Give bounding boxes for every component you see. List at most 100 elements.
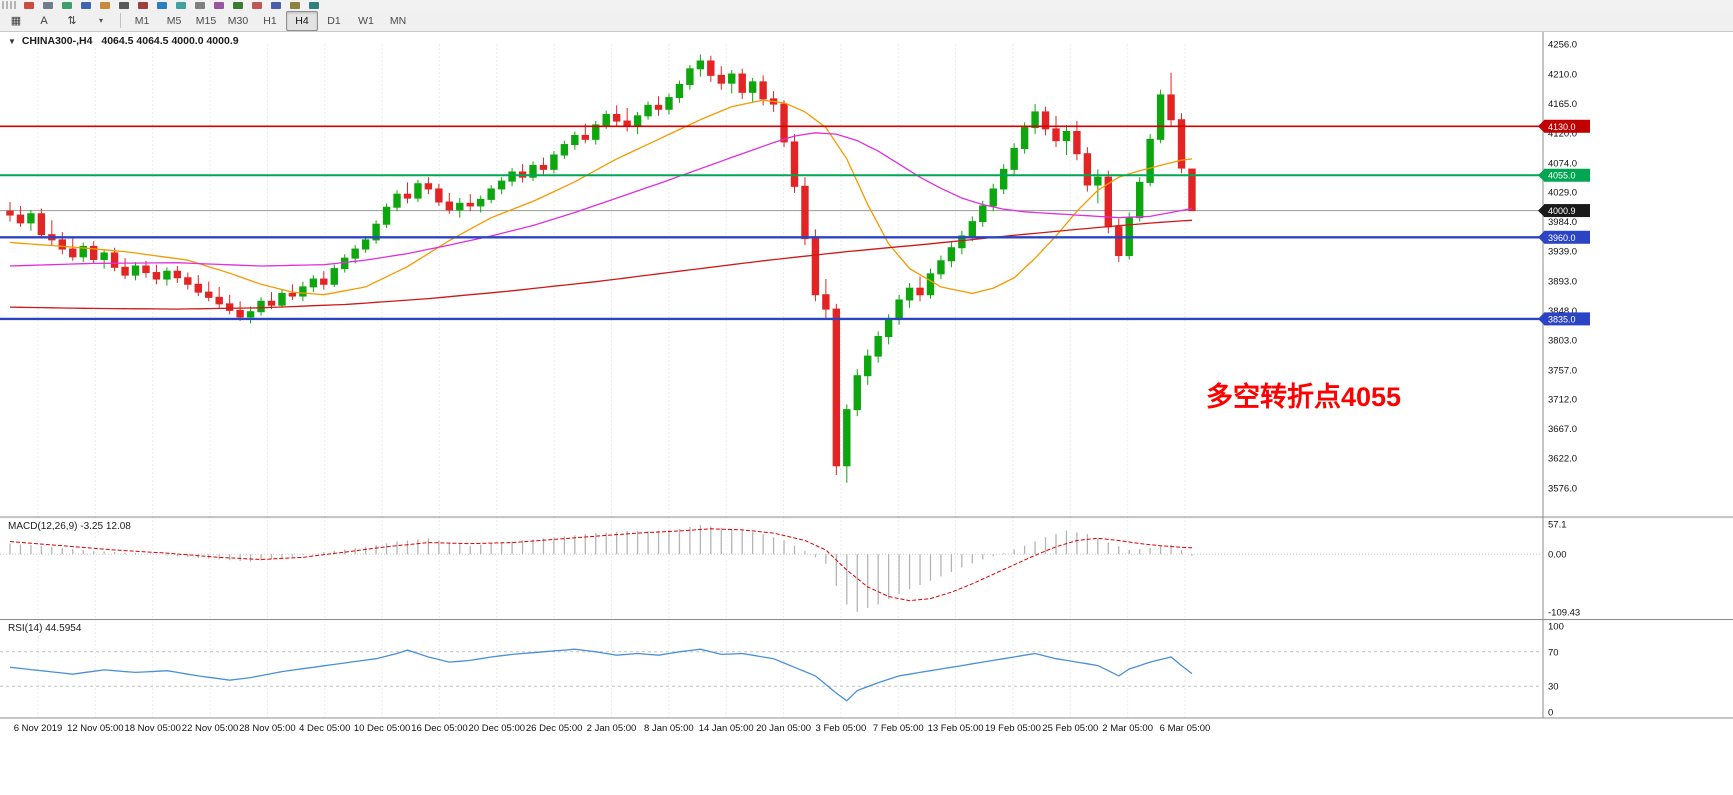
ma-medium-line xyxy=(9,132,1193,267)
time-axis-label: 4 Dec 05:00 xyxy=(299,723,350,734)
upper-toolbar-icon-8[interactable] xyxy=(176,2,186,9)
rsi-axis-label: 0 xyxy=(1548,708,1553,719)
rsi-axis-label: 100 xyxy=(1548,622,1564,633)
arrows-tool-button[interactable]: ⇅ xyxy=(67,15,77,27)
price-tag-3835.0 xyxy=(1544,312,1590,326)
upper-toolbar-icon-11[interactable] xyxy=(233,2,243,9)
time-axis-label: 2 Jan 05:00 xyxy=(587,723,637,734)
time-axis-label: 20 Dec 05:00 xyxy=(469,723,526,734)
macd-axis-label: 0.00 xyxy=(1548,550,1567,561)
timeframe-M1[interactable]: M1 xyxy=(134,14,150,27)
text-label-tool-button[interactable]: A xyxy=(40,14,48,27)
upper-toolbar-icon-7[interactable] xyxy=(157,2,167,9)
time-axis: 6 Nov 2019 12 Nov 05:00 18 Nov 05:00 22 Nov… xyxy=(14,723,1211,734)
upper-toolbar-icon-6[interactable] xyxy=(138,2,148,9)
rsi-line xyxy=(9,648,1193,702)
macd-axis: 57.1 0.00 -109.43 xyxy=(1548,520,1580,619)
upper-toolbar-icon-9[interactable] xyxy=(195,2,205,9)
time-axis-label: 12 Nov 05:00 xyxy=(67,723,124,734)
timeframe-M5[interactable]: M5 xyxy=(166,14,182,27)
ma-fast-line xyxy=(9,99,1193,296)
upper-toolbar-icon-4[interactable] xyxy=(100,2,110,9)
price-tag-arrow xyxy=(1538,312,1544,325)
price-tag-text: 3960.0 xyxy=(1548,233,1576,243)
timeframe-H1[interactable]: H1 xyxy=(263,14,277,27)
timeframe-W1[interactable]: W1 xyxy=(358,14,374,27)
time-gridlines xyxy=(37,44,1186,717)
upper-toolbar-icon-5[interactable] xyxy=(119,2,129,9)
time-axis-label: 2 Mar 05:00 xyxy=(1102,723,1153,734)
price-axis-label: 3712.0 xyxy=(1548,395,1577,406)
time-axis-label: 6 Nov 2019 xyxy=(14,723,63,734)
upper-toolbar-icon-1[interactable] xyxy=(43,2,53,9)
price-tag-4055.0 xyxy=(1544,168,1590,182)
timeframe-M15[interactable]: M15 xyxy=(195,14,217,27)
upper-toolbar-icon-0[interactable] xyxy=(24,2,34,9)
price-axis-label: 3622.0 xyxy=(1548,453,1577,464)
ohlc-values: 4064.5 4064.5 4000.0 4000.9 xyxy=(101,35,239,47)
price-tag-arrow xyxy=(1538,169,1544,182)
rsi-axis-label: 30 xyxy=(1548,682,1559,693)
upper-toolbar-icon-14[interactable] xyxy=(290,2,300,9)
symbol-name: CHINA300-,H4 xyxy=(21,35,93,47)
tool-dropdown-button[interactable]: ▾ xyxy=(98,16,103,25)
macd-histogram xyxy=(9,525,1193,612)
time-axis-label: 13 Feb 05:00 xyxy=(928,723,984,734)
timeframe-MN[interactable]: MN xyxy=(389,14,407,27)
chart-text-annotation[interactable]: 多空转折点4055 xyxy=(1206,382,1402,412)
toolbar-separator xyxy=(120,13,121,28)
price-tag-4130.0 xyxy=(1544,119,1590,133)
timeframe-D1[interactable]: D1 xyxy=(327,14,341,27)
price-tag-text: 4130.0 xyxy=(1548,122,1576,132)
price-axis: 4256.0 4210.0 4165.0 4120.0 4074.0 4029.0 3984… xyxy=(1548,40,1577,495)
macd-signal-line xyxy=(9,528,1193,602)
price-tag-arrow xyxy=(1538,231,1544,244)
rsi-indicator-label: RSI(14) 44.5954 xyxy=(8,623,82,634)
price-tags: 4130.0 4055.0 4000.9 3960.0 3835.0 xyxy=(1538,119,1590,326)
macd-axis-label: 57.1 xyxy=(1548,520,1567,531)
upper-toolbar-icon-2[interactable] xyxy=(62,2,72,9)
macd-indicator-label: MACD(12,26,9) -3.25 12.08 xyxy=(8,521,131,532)
price-axis-label: 4074.0 xyxy=(1548,158,1577,169)
price-tag-3960.0 xyxy=(1544,230,1590,244)
toolbar-grip-icon xyxy=(2,1,16,9)
candlestick-series xyxy=(6,54,1196,483)
chart-toolbar: ▦ A ⇅ ▾ M1 M5 M15 M30 H1 H4 D1 W1 MN xyxy=(0,10,1733,32)
timeframe-M30[interactable]: M30 xyxy=(227,14,249,27)
price-tag-arrow xyxy=(1538,120,1544,133)
horizontal-lines[interactable] xyxy=(0,125,1543,321)
price-axis-label: 4256.0 xyxy=(1548,40,1577,51)
time-axis-label: 14 Jan 05:00 xyxy=(699,723,754,734)
price-axis-label: 3893.0 xyxy=(1548,277,1577,288)
time-axis-label: 18 Nov 05:00 xyxy=(124,723,181,734)
price-tag-4000.9 xyxy=(1544,204,1590,218)
price-axis-label: 3984.0 xyxy=(1548,217,1577,228)
chart-menu-icon[interactable]: ▼ xyxy=(8,37,16,46)
time-axis-label: 26 Dec 05:00 xyxy=(526,723,583,734)
price-tag-text: 4055.0 xyxy=(1548,171,1576,181)
timeframe-H4[interactable]: H4 xyxy=(286,10,318,31)
price-axis-label: 4029.0 xyxy=(1548,188,1577,199)
rsi-axis: 100 70 30 0 xyxy=(1548,622,1564,719)
price-axis-label: 4210.0 xyxy=(1548,70,1577,81)
rsi-axis-label: 70 xyxy=(1548,647,1559,658)
time-axis-label: 20 Jan 05:00 xyxy=(756,723,811,734)
grid-tool-button[interactable]: ▦ xyxy=(10,15,22,27)
time-axis-label: 3 Feb 05:00 xyxy=(816,723,867,734)
chart-area[interactable]: 4256.0 4210.0 4165.0 4120.0 4074.0 4029.0 3984… xyxy=(0,32,1733,795)
upper-toolbar-icon-3[interactable] xyxy=(81,2,91,9)
time-axis-label: 8 Jan 05:00 xyxy=(644,723,694,734)
timeframe-group: M1 M5 M15 M30 H1 H4 D1 W1 MN xyxy=(126,10,414,31)
price-chart-svg[interactable]: 4256.0 4210.0 4165.0 4120.0 4074.0 4029.0 3984… xyxy=(0,32,1733,795)
upper-toolbar-icon-10[interactable] xyxy=(214,2,224,9)
price-axis-label: 3667.0 xyxy=(1548,424,1577,435)
upper-toolbar-icon-12[interactable] xyxy=(252,2,262,9)
symbol-ohlc-header: ▼ CHINA300-,H4 4064.5 4064.5 4000.0 4000… xyxy=(8,35,239,47)
time-axis-label: 6 Mar 05:00 xyxy=(1160,723,1211,734)
price-axis-label: 4120.0 xyxy=(1548,128,1577,139)
upper-toolbar-icon-13[interactable] xyxy=(271,2,281,9)
time-axis-label: 7 Feb 05:00 xyxy=(873,723,924,734)
price-tag-text: 3835.0 xyxy=(1548,314,1576,324)
price-axis-label: 3576.0 xyxy=(1548,484,1577,495)
upper-toolbar-icon-15[interactable] xyxy=(309,2,319,9)
